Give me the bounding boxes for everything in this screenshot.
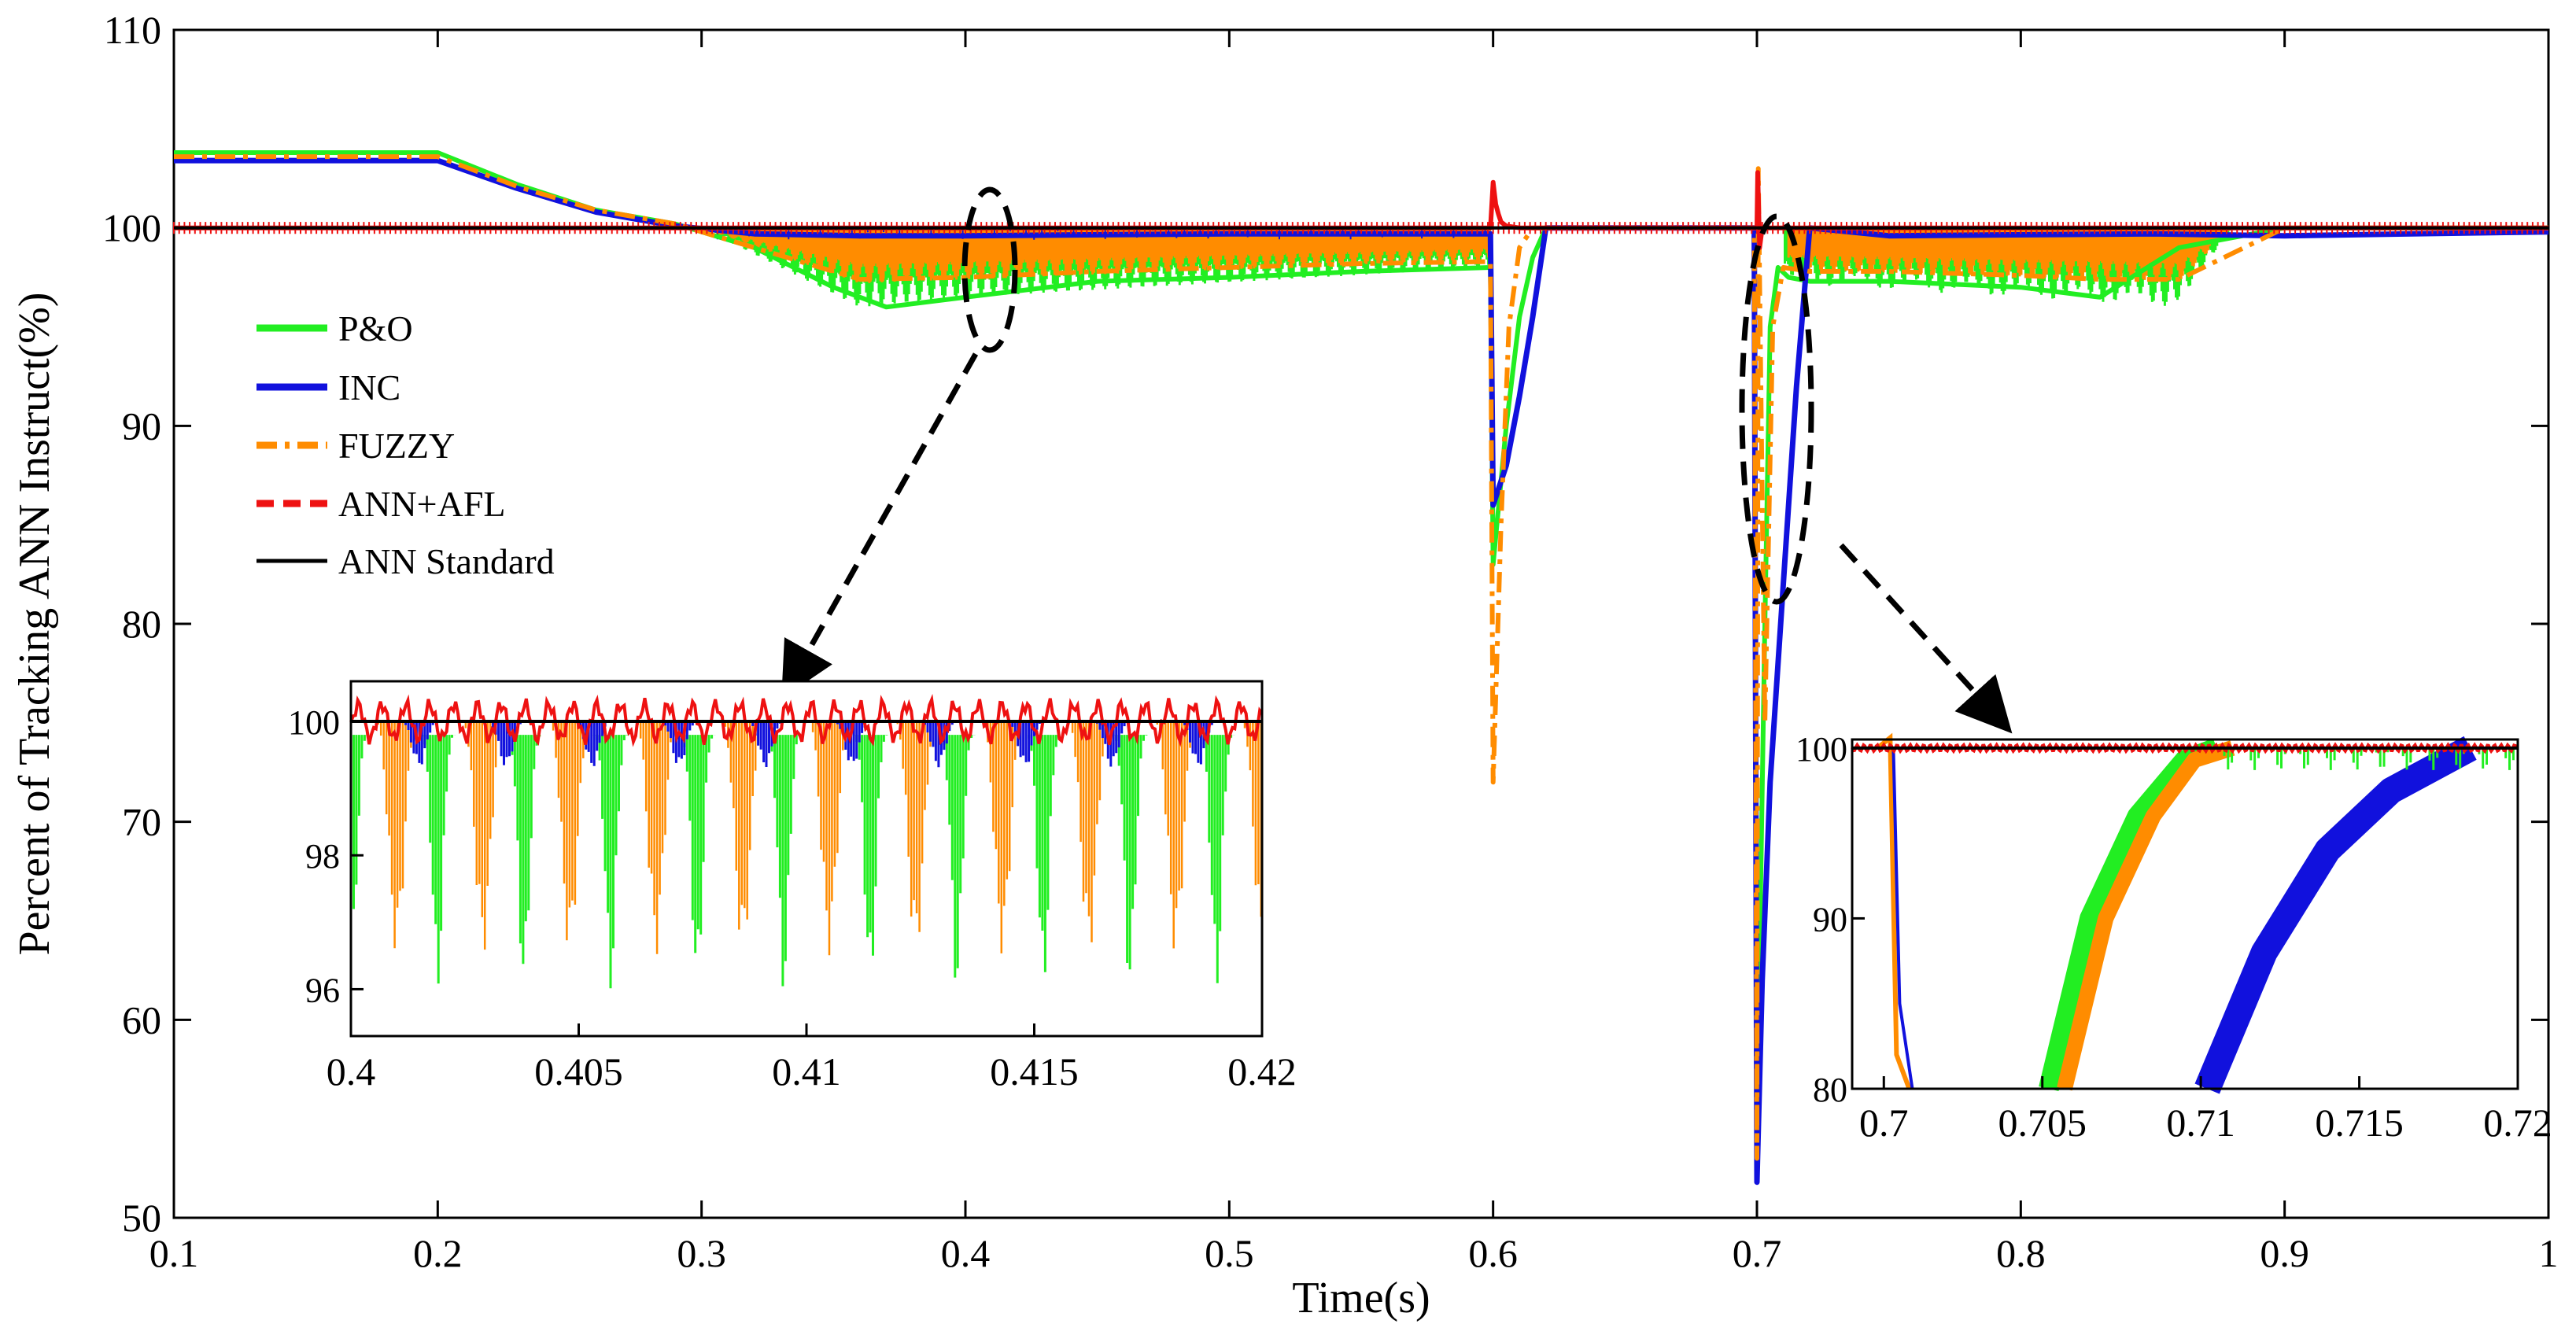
inset-04-x-tick-label: 0.4 xyxy=(327,1049,376,1093)
y-tick-label: 80 xyxy=(122,602,161,646)
inset-07-x-tick-label: 0.72 xyxy=(2483,1101,2552,1145)
inset-07-x-tick-label: 0.705 xyxy=(1998,1101,2087,1145)
inset-07-frame xyxy=(1851,738,2519,1090)
inset-07-x-tick-label: 0.715 xyxy=(2315,1101,2404,1145)
x-tick-label: 0.3 xyxy=(677,1231,726,1275)
inset-07-axis-ticks: 0.7 0.705 0.71 0.715 0.72 80 90 100 xyxy=(1795,730,2552,1145)
x-tick-label: 0.8 xyxy=(1996,1231,2046,1275)
inset-04-frame xyxy=(349,680,1264,1038)
legend-label-ann-standard: ANN Standard xyxy=(338,541,555,581)
series-line-po xyxy=(174,150,2548,1122)
x-tick-label: 1 xyxy=(2539,1231,2559,1275)
inset-04-ann-afl-trace xyxy=(349,693,1264,747)
legend-label-ann-afl: ANN+AFL xyxy=(338,484,506,524)
inset-04-y-tick-label: 98 xyxy=(305,837,340,876)
y-tick-label: 50 xyxy=(122,1196,161,1240)
y-tick-label: 70 xyxy=(122,800,161,844)
inset-04-x-tick-label: 0.41 xyxy=(772,1049,841,1093)
zoom-ellipse-04 xyxy=(961,186,1018,353)
inset-07-fuzzy-recovery xyxy=(2057,740,2235,1091)
inset-07-y-tick-label: 100 xyxy=(1795,730,1847,769)
y-tick-label: 60 xyxy=(122,998,161,1042)
x-tick-label: 0.2 xyxy=(413,1231,463,1275)
inset-zoom-04: 0.4 0.405 0.41 0.415 0.42 96 98 100 xyxy=(288,680,1297,1093)
y-tick-label: 110 xyxy=(104,8,161,52)
inset-04-x-tick-label: 0.415 xyxy=(990,1049,1079,1093)
inset-04-axis-ticks: 0.4 0.405 0.41 0.415 0.42 96 98 100 xyxy=(288,680,1297,1093)
x-tick-label: 0.1 xyxy=(149,1231,199,1275)
x-tick-labels: 0.1 0.2 0.3 0.4 0.5 0.6 0.7 0.8 0.9 1 xyxy=(149,1231,2559,1275)
main-axis-ticks xyxy=(172,28,2550,1219)
x-tick-label: 0.6 xyxy=(1468,1231,1518,1275)
x-tick-label: 0.9 xyxy=(2260,1231,2309,1275)
legend-label-inc: INC xyxy=(338,367,400,408)
inset-04-x-tick-label: 0.42 xyxy=(1227,1049,1297,1093)
y-tick-label: 90 xyxy=(122,404,161,448)
legend-label-po: P&O xyxy=(338,308,413,349)
zoom-arrow-04 xyxy=(781,352,979,699)
inset-07-y-tick-label: 80 xyxy=(1813,1071,1847,1109)
inset-07-plot-area xyxy=(1851,738,2519,1090)
zoom-ellipse-07 xyxy=(1739,213,1814,605)
x-axis-label: Time(s) xyxy=(1292,1274,1430,1322)
inset-zoom-07: 0.7 0.705 0.71 0.715 0.72 80 90 100 xyxy=(1795,730,2552,1145)
zoom-arrow-07 xyxy=(1839,543,2013,734)
x-tick-label: 0.7 xyxy=(1733,1231,1782,1275)
inset-04-y-tick-label: 96 xyxy=(305,971,340,1009)
inset-07-x-tick-label: 0.71 xyxy=(2166,1101,2235,1145)
legend-label-fuzzy: FUZZY xyxy=(338,426,455,466)
inset-07-inc-drop xyxy=(1891,747,1914,1090)
legend: P&O INC FUZZY ANN+AFL ANN Standard xyxy=(256,308,555,581)
y-tick-label: 100 xyxy=(102,206,161,250)
inset-07-x-tick-label: 0.7 xyxy=(1859,1101,1909,1145)
inset-04-y-tick-label: 100 xyxy=(288,703,340,742)
y-axis-label: Percent of Tracking ANN Instruct(%) xyxy=(10,293,59,956)
series-line-fuzzy xyxy=(174,154,2548,1161)
inset-07-y-tick-label: 90 xyxy=(1813,900,1847,939)
x-tick-label: 0.5 xyxy=(1205,1231,1254,1275)
y-tick-labels: 50 60 70 80 90 100 110 xyxy=(102,8,161,1240)
inset-04-x-tick-label: 0.405 xyxy=(534,1049,623,1093)
x-tick-label: 0.4 xyxy=(941,1231,991,1275)
inset-07-series-layer xyxy=(1851,732,2519,1094)
